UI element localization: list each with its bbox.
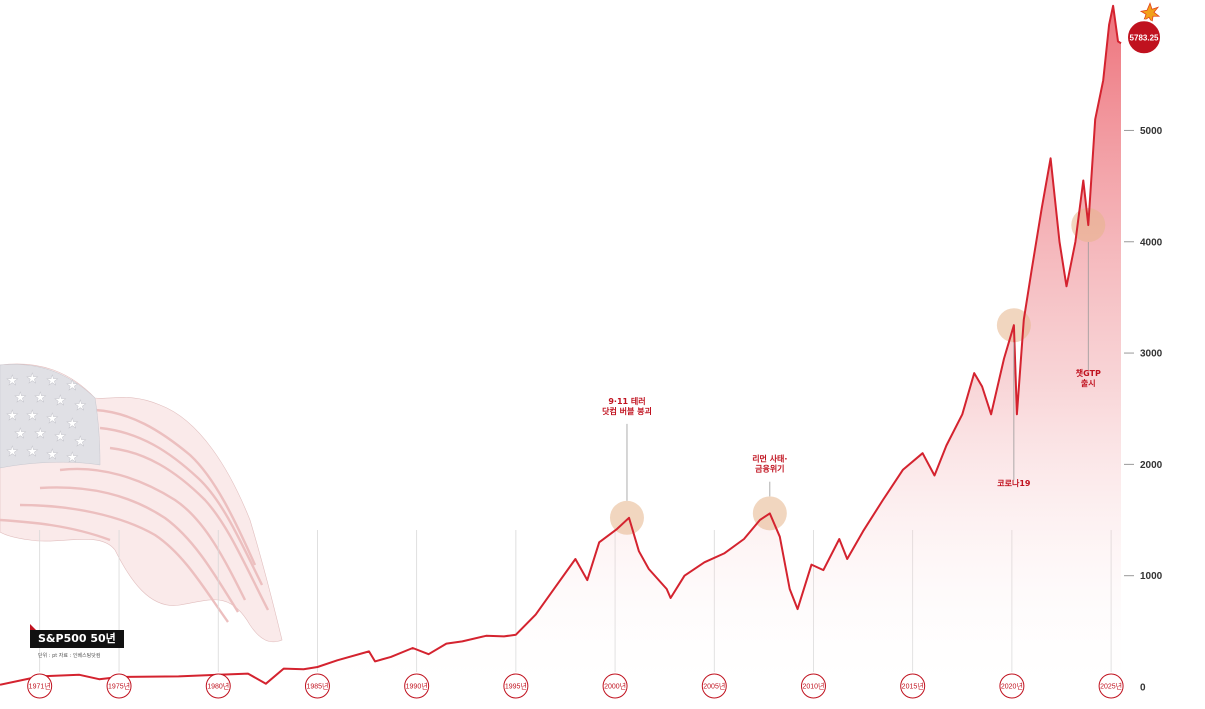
svg-text:★: ★ [14, 390, 27, 406]
svg-text:★: ★ [54, 429, 67, 445]
svg-text:★: ★ [6, 373, 19, 389]
y-tick-label-0: 0 [1140, 683, 1146, 694]
x-axis: 1971년 1975년 1980년 1985년 1990년 1995년 2000년 2005년… [27, 673, 1124, 699]
x-tick-marker-11 [1098, 673, 1124, 699]
svg-text:★: ★ [26, 444, 39, 460]
x-tick-marker-6 [602, 673, 628, 699]
x-tick-label-5: 1995년 [505, 682, 527, 691]
svg-text:★: ★ [54, 393, 67, 409]
x-tick-label-9: 2015년 [902, 682, 924, 691]
svg-text:★: ★ [74, 434, 87, 450]
svg-text:★: ★ [66, 378, 79, 394]
svg-text:★: ★ [46, 411, 59, 427]
area-fill [0, 5, 1121, 688]
chart-title: S&P500 50년 [30, 624, 124, 648]
svg-text:★: ★ [6, 444, 19, 460]
svg-text:★: ★ [34, 426, 47, 442]
x-tick-label-10: 2020년 [1001, 682, 1023, 691]
bomb-icon [1126, 19, 1163, 56]
x-tick-marker-4 [404, 673, 430, 699]
svg-text:★: ★ [14, 426, 27, 442]
y-tick-label-3000: 3000 [1140, 349, 1163, 360]
x-tick-marker-7 [701, 673, 727, 699]
svg-text:★: ★ [26, 408, 39, 424]
svg-text:★: ★ [74, 398, 87, 414]
x-tick-label-4: 1990년 [406, 682, 428, 691]
x-tick-marker-2 [205, 673, 231, 699]
x-tick-marker-5 [503, 673, 529, 699]
x-tick-marker-1 [106, 673, 132, 699]
annotation-label-3-0: 챗GTP [1076, 368, 1101, 378]
series-line-S&P500 [0, 4, 1122, 686]
x-tick-marker-10 [999, 673, 1025, 699]
x-tick-label-11: 2025년 [1100, 682, 1122, 691]
annotation-label-3-1: 출시 [1081, 378, 1096, 388]
svg-text:★: ★ [6, 408, 19, 424]
annotation-label-0-0: 9·11 테러 [608, 396, 645, 406]
svg-text:★: ★ [46, 373, 59, 389]
y-tick-label-1000: 1000 [1140, 571, 1163, 582]
area-S&P500 [0, 5, 1121, 688]
y-axis: 0 1000 2000 3000 4000 5000 [1124, 126, 1163, 694]
svg-text:★: ★ [26, 371, 39, 387]
y-tick-label-5000: 5000 [1140, 126, 1163, 137]
x-tick-label-2: 1980년 [207, 682, 229, 691]
svg-text:★: ★ [66, 450, 79, 466]
svg-text:★: ★ [66, 416, 79, 432]
annotation-label-1-1: 금융위기 [755, 464, 784, 474]
x-tick-label-0: 1971년 [29, 682, 51, 691]
y-tick-label-4000: 4000 [1140, 237, 1163, 248]
us-flag-icon: ★ ★ ★ ★ ★ ★ ★ ★ ★ ★ ★ ★ ★ ★ ★ ★ ★ ★ ★ ★ [0, 363, 283, 643]
x-tick-label-7: 2005년 [703, 682, 725, 691]
y-tick-label-2000: 2000 [1140, 460, 1163, 471]
last-value-badge: 5783.25 [1126, 2, 1163, 56]
x-tick-marker-3 [304, 673, 330, 699]
x-tick-label-6: 2000년 [604, 682, 626, 691]
svg-text:★: ★ [34, 390, 47, 406]
x-tick-label-3: 1985년 [306, 682, 328, 691]
x-tick-label-8: 2010년 [802, 682, 824, 691]
svg-text:★: ★ [46, 447, 59, 463]
annotation-label-0-1: 닷컴 버블 붕괴 [602, 406, 652, 416]
annotation-label-1-0: 리먼 사태· [752, 454, 787, 464]
x-tick-marker-0 [27, 673, 53, 699]
line-layer [0, 4, 1122, 686]
x-tick-marker-9 [900, 673, 926, 699]
x-tick-label-1: 1975년 [108, 682, 130, 691]
chart-source: 단위 : pt 자료 : 인베스팅닷컴 [38, 653, 101, 659]
annotation-label-2-0: 코로나19 [997, 478, 1031, 488]
x-tick-marker-8 [800, 673, 826, 699]
last-value-label: 5783.25 [1130, 33, 1159, 42]
